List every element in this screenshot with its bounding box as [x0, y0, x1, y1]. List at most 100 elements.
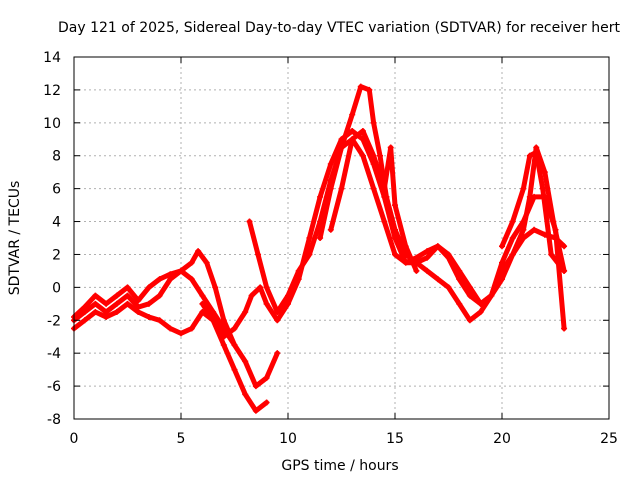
- y-tick-label: 14: [43, 50, 61, 66]
- data-point: [285, 292, 291, 299]
- data-point: [231, 341, 238, 348]
- data-point: [317, 193, 324, 200]
- plot-frame: [73, 56, 610, 420]
- data-point: [263, 284, 270, 291]
- x-axis-label: GPS time / hours: [281, 458, 398, 474]
- data-point: [466, 317, 473, 324]
- data-point: [531, 226, 538, 233]
- data-point: [188, 325, 195, 332]
- data-point: [295, 267, 302, 274]
- y-tick-label: -6: [47, 379, 61, 395]
- data-point: [231, 366, 238, 373]
- data-point: [156, 317, 163, 324]
- data-point: [445, 284, 452, 291]
- data-point: [210, 317, 217, 324]
- tick-labels: 0 5 10 15 20 25 -8 -6 -4 -2 0 2 4 6 8 10 12 14: [43, 50, 618, 447]
- data-point: [531, 193, 538, 200]
- data-point: [327, 185, 334, 192]
- data-point: [178, 267, 184, 274]
- x-tick-label: 20: [493, 431, 511, 447]
- data-point: [552, 226, 559, 233]
- series-sat-f: [317, 84, 567, 331]
- data-point: [327, 226, 334, 233]
- data-point: [135, 309, 142, 316]
- data-point: [327, 160, 334, 167]
- data-point: [156, 276, 163, 283]
- data-point: [188, 259, 195, 266]
- data-point: [248, 292, 255, 299]
- y-tick-label: 6: [52, 182, 61, 198]
- data-point: [252, 383, 259, 390]
- data-point: [242, 391, 249, 398]
- data-point: [387, 144, 394, 151]
- data-point: [231, 325, 238, 332]
- data-point: [466, 284, 473, 291]
- axis-ticks: [73, 56, 610, 420]
- x-tick-label: 10: [279, 431, 297, 447]
- data-point: [188, 276, 195, 283]
- data-point: [220, 317, 227, 324]
- data-point: [274, 309, 281, 316]
- data-point: [242, 309, 249, 316]
- data-point: [499, 259, 505, 266]
- data-point: [456, 300, 463, 307]
- data-point: [349, 128, 356, 135]
- data-point: [477, 300, 484, 307]
- data-point: [381, 185, 388, 192]
- data-point: [210, 309, 217, 316]
- data-point: [145, 300, 152, 307]
- data-point: [370, 185, 377, 192]
- data-point: [263, 300, 270, 307]
- data-point: [424, 267, 431, 274]
- data-point: [338, 144, 345, 151]
- y-tick-label: -8: [47, 412, 61, 428]
- y-tick-label: 10: [43, 116, 61, 132]
- data-point: [252, 407, 259, 414]
- data-point: [402, 259, 409, 266]
- data-point: [263, 399, 270, 406]
- grid-lines: [74, 57, 609, 419]
- y-tick-label: 2: [52, 247, 61, 263]
- data-point: [349, 111, 356, 118]
- y-axis-label: SDTVAR / TECUs: [7, 181, 23, 296]
- data-point: [413, 267, 420, 274]
- data-point: [561, 243, 568, 250]
- data-point: [199, 292, 206, 299]
- data-point: [456, 267, 463, 274]
- data-point: [477, 309, 484, 316]
- data-point: [520, 185, 527, 192]
- data-point: [103, 313, 110, 320]
- x-tick-label: 0: [70, 431, 79, 447]
- data-point: [392, 226, 398, 233]
- data-point: [124, 292, 131, 299]
- data-point: [366, 86, 373, 93]
- data-point: [199, 309, 206, 316]
- data-point: [561, 325, 568, 332]
- data-point: [434, 243, 441, 250]
- data-point: [548, 251, 555, 258]
- data-point: [509, 235, 516, 241]
- data-point: [359, 152, 366, 159]
- series-sat-d: [199, 128, 567, 340]
- data-point: [541, 169, 548, 176]
- data-point: [124, 300, 131, 307]
- data-point: [561, 267, 568, 274]
- data-point: [220, 333, 227, 340]
- data-point: [274, 317, 281, 324]
- data-point: [246, 218, 253, 225]
- data-point: [257, 284, 264, 291]
- data-point: [509, 251, 516, 258]
- y-tick-label: -4: [47, 346, 61, 362]
- data-point: [402, 243, 409, 250]
- data-series: [71, 83, 568, 414]
- data-point: [274, 350, 281, 357]
- data-point: [285, 300, 291, 307]
- data-point: [456, 276, 463, 283]
- y-tick-label: 8: [52, 149, 61, 165]
- data-point: [306, 235, 313, 241]
- chart-title: Day 121 of 2025, Sidereal Day-to-day VTE…: [58, 20, 620, 36]
- data-point: [178, 330, 184, 337]
- data-point: [533, 149, 540, 156]
- data-point: [377, 152, 384, 159]
- x-tick-label: 15: [386, 431, 404, 447]
